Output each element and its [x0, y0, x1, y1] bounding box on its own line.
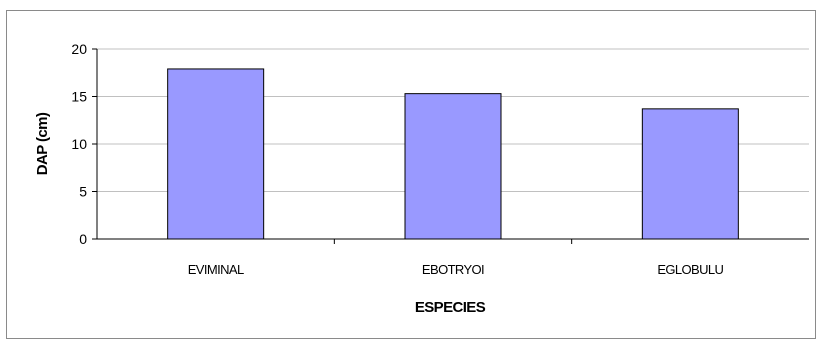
- y-tick-label: 0: [79, 231, 87, 247]
- axes: [92, 48, 809, 244]
- x-tick-label: EGLOBULU: [657, 262, 723, 277]
- bar-eviminal: [167, 68, 265, 240]
- y-tick-label: 20: [71, 41, 87, 57]
- bars: [167, 68, 739, 240]
- x-tick-label: EVIMINAL: [188, 262, 244, 277]
- y-tick-label: 5: [79, 184, 87, 200]
- bar-eglobulu: [641, 108, 739, 240]
- y-tick-label: 15: [71, 89, 87, 105]
- x-tick-labels: EVIMINAL EBOTRYOI EGLOBULU: [188, 262, 724, 277]
- y-tick-label: 10: [71, 136, 87, 152]
- x-axis-title: ESPECIES: [415, 299, 486, 316]
- y-tick-labels: 0 5 10 15 20: [71, 41, 87, 247]
- bar-ebotryoi: [404, 93, 502, 240]
- x-tick-label: EBOTRYOI: [422, 262, 484, 277]
- y-axis-title: DAP (cm): [34, 112, 51, 175]
